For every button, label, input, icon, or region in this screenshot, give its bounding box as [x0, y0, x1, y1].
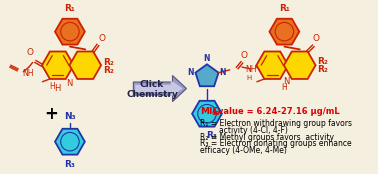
Text: O: O: [240, 51, 247, 60]
Polygon shape: [42, 52, 74, 79]
Text: R₃: R₃: [206, 131, 217, 140]
Polygon shape: [135, 80, 183, 97]
Text: NH: NH: [246, 65, 257, 74]
Text: H: H: [55, 84, 61, 93]
Text: MIC: MIC: [200, 107, 220, 116]
Polygon shape: [195, 64, 218, 86]
Text: 90: 90: [212, 111, 220, 116]
Text: N₃: N₃: [64, 112, 76, 121]
Text: R₁ = Electron withdrawing group favors: R₁ = Electron withdrawing group favors: [200, 120, 352, 128]
Polygon shape: [270, 19, 299, 45]
Text: N: N: [187, 68, 194, 77]
Text: N: N: [204, 54, 210, 63]
Polygon shape: [192, 101, 222, 127]
Text: H: H: [49, 82, 55, 91]
Text: R₂: R₂: [103, 58, 114, 67]
Text: N: N: [283, 77, 289, 86]
Polygon shape: [284, 52, 316, 79]
Text: N: N: [67, 79, 73, 88]
Text: +: +: [44, 105, 58, 123]
Polygon shape: [256, 52, 288, 79]
Text: R₂: R₂: [318, 57, 328, 66]
Polygon shape: [70, 52, 101, 79]
Text: N: N: [220, 68, 226, 77]
Polygon shape: [133, 76, 186, 102]
Text: R₁: R₁: [65, 4, 75, 13]
Polygon shape: [55, 19, 85, 45]
Text: NH: NH: [22, 69, 34, 78]
Text: R₂: R₂: [103, 66, 114, 75]
Text: O: O: [313, 34, 319, 43]
Polygon shape: [55, 129, 85, 155]
Text: value = 6.24-27.16 μg/mL: value = 6.24-27.16 μg/mL: [215, 107, 340, 116]
Text: O: O: [26, 48, 33, 57]
Text: H: H: [281, 83, 287, 92]
Text: H: H: [247, 74, 252, 81]
Text: R₃: R₃: [65, 160, 75, 169]
Text: R₁: R₁: [279, 4, 290, 13]
Text: R₂: R₂: [318, 65, 328, 74]
Text: O: O: [98, 34, 105, 43]
Text: R₃ = Electron donating groups enhance: R₃ = Electron donating groups enhance: [200, 139, 352, 148]
Text: Chemistry: Chemistry: [126, 90, 178, 99]
Text: efficacy (4-OMe, 4-Me): efficacy (4-OMe, 4-Me): [200, 146, 287, 155]
Text: Click: Click: [140, 80, 164, 89]
Text: R₂ = Methyl groups favors  activity: R₂ = Methyl groups favors activity: [200, 133, 335, 141]
Text: activity (4-Cl, 4-F): activity (4-Cl, 4-F): [200, 126, 288, 135]
